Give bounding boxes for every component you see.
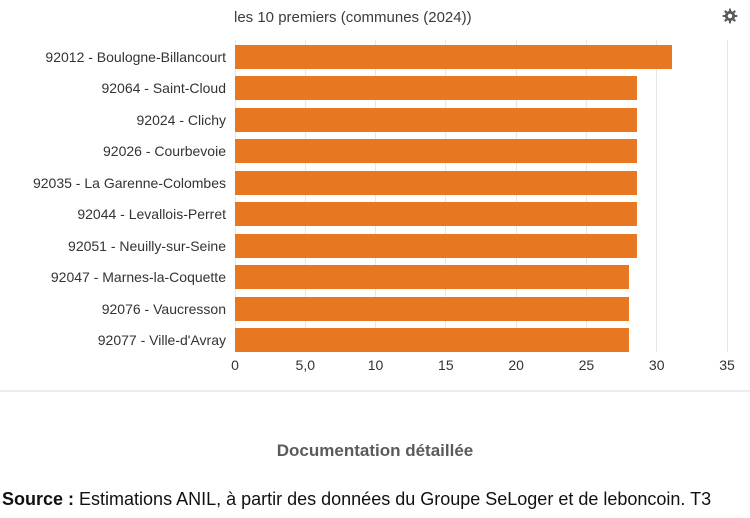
bar[interactable]: [235, 328, 629, 353]
gridline: [234, 40, 236, 352]
bar[interactable]: [235, 265, 629, 290]
category-label: 92024 - Clichy: [136, 111, 227, 128]
documentation-link[interactable]: Documentation détaillée: [276, 441, 474, 460]
category-label: 92077 - Ville-d'Avray: [97, 332, 226, 349]
category-label: 92051 - Neuilly-sur-Seine: [68, 237, 226, 254]
x-tick-label: 25: [578, 357, 595, 373]
gridline: [445, 40, 447, 352]
source-label: Source :: [2, 489, 75, 509]
gridline: [515, 40, 517, 352]
bar[interactable]: [235, 45, 673, 69]
bar[interactable]: [235, 170, 638, 195]
category-label: 92012 - Boulogne-Billancourt: [45, 49, 226, 65]
category-label: 92076 - Vaucresson: [101, 300, 226, 317]
category-label: 92047 - Marnes-la-Coquette: [50, 269, 226, 286]
x-tick-label: 5,0: [295, 357, 316, 373]
category-label: 92035 - La Garenne-Colombes: [32, 174, 226, 191]
settings-button[interactable]: [721, 7, 739, 25]
bar[interactable]: [235, 76, 638, 101]
source-text: Estimations ANIL, à partir des données d…: [74, 489, 712, 509]
category-label: 92044 - Levallois-Perret: [77, 206, 226, 223]
bar[interactable]: [235, 233, 638, 258]
section-divider: [0, 390, 750, 392]
x-tick-label: 0: [231, 357, 239, 373]
bar[interactable]: [235, 202, 638, 227]
bar[interactable]: [235, 107, 638, 132]
source-note: Source : Estimations ANIL, à partir des …: [2, 489, 748, 510]
chart-title: les 10 premiers (communes (2024)): [234, 9, 472, 26]
x-tick-label: 20: [508, 357, 524, 373]
x-tick-label: 35: [719, 357, 735, 373]
gridline: [726, 40, 728, 352]
x-tick-label: 15: [438, 357, 454, 373]
bar[interactable]: [235, 296, 629, 321]
x-tick-label: 10: [367, 357, 384, 373]
gear-icon: [721, 7, 739, 25]
x-tick-label: 30: [648, 357, 665, 373]
gridline: [304, 40, 306, 352]
gridline: [375, 40, 377, 352]
gridline: [656, 40, 658, 352]
bar[interactable]: [235, 139, 638, 164]
plot-area: 92012 - Boulogne-Billancourt 92064 - Sain…: [32, 40, 735, 373]
gridline: [585, 40, 587, 352]
category-label: 92026 - Courbevoie: [103, 143, 226, 160]
category-label: 92064 - Saint-Cloud: [101, 80, 226, 97]
